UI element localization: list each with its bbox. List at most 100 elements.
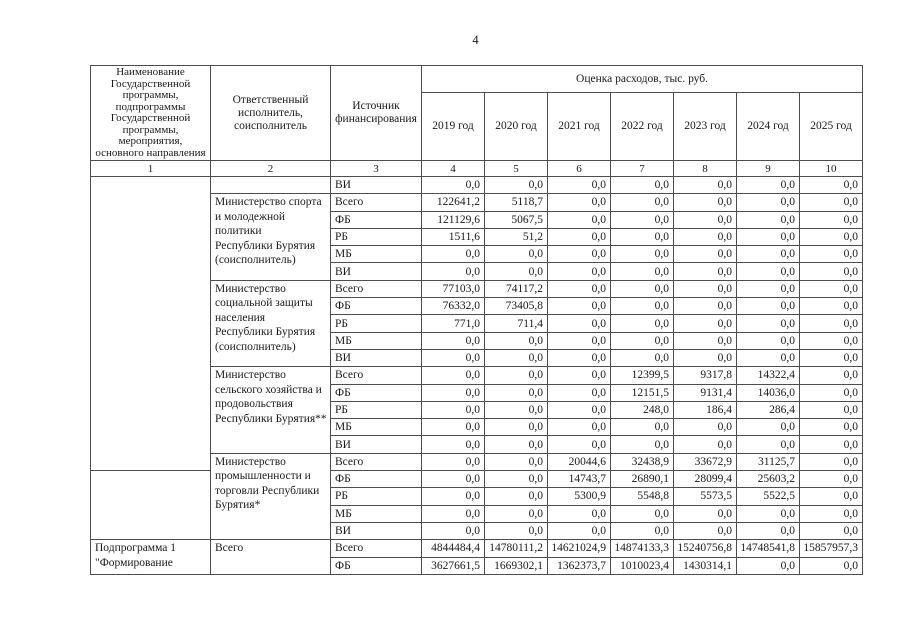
header-program-name: Наименование Государственной программы, … [90,65,211,161]
table-row: ФБ 3627661,5 1669302,1 1362373,7 1010023,4 14… [91,556,864,575]
value-cell: 0,0 [610,262,674,281]
value-cell: 0,0 [547,245,611,264]
value-cell: 0,0 [421,348,485,368]
table-row: ФБ 0,0 0,0 0,0 12151,5 9131,4 14036,0 0,0 [91,383,864,402]
value-cell: 0,0 [610,245,674,264]
value-cell: 0,0 [798,452,864,472]
value-cell: 33672,9 [673,452,737,472]
value-cell: 9131,4 [673,383,737,402]
value-cell: 0,0 [421,245,485,264]
value-cell: 0,0 [610,279,674,299]
program-name-cell [90,470,211,541]
value-cell: 0,0 [610,314,674,333]
column-number-cell: 4 [421,160,485,177]
value-cell: 0,0 [421,175,485,195]
header-executor: Ответственный исполнитель, соисполнитель [210,65,331,161]
value-cell: 0,0 [547,210,611,229]
funding-source-cell: РБ [330,314,422,333]
value-cell: 0,0 [421,470,485,489]
funding-source-cell: МБ [330,245,422,264]
value-cell: 25603,2 [736,470,800,489]
value-cell: 0,0 [547,435,611,454]
table-row: МБ 0,0 0,0 0,0 0,0 0,0 0,0 0,0 [91,331,864,350]
table-row: ФБ 0,0 0,0 14743,7 26890,1 28099,4 25603,2 0,0 [90,470,864,541]
value-cell: 0,0 [673,297,737,316]
value-cell: 0,0 [484,331,548,350]
table-row: Министерство сельского хозяйства и продо… [91,366,864,454]
funding-source-cell: ФБ [330,470,422,489]
value-cell: 0,0 [547,279,611,299]
value-cell: 4844484,4 [421,539,485,558]
value-cell: 15857957,3 [798,539,864,558]
value-cell: 0,0 [736,297,800,316]
header-year-cell: 2021 год [547,92,611,161]
value-cell: 0,0 [547,331,611,350]
value-cell: 0,0 [736,556,800,575]
value-cell: 0,0 [736,418,800,437]
value-cell: 0,0 [798,521,864,541]
value-cell: 0,0 [798,504,864,523]
value-cell: 0,0 [610,227,674,247]
value-cell: 0,0 [798,418,864,437]
value-cell: 0,0 [673,175,737,195]
value-cell: 0,0 [547,504,611,523]
value-cell: 0,0 [421,366,485,385]
value-cell: 3627661,5 [421,556,485,575]
funding-source-cell: ФБ [330,383,422,402]
value-cell: 0,0 [673,279,737,299]
value-cell: 0,0 [421,400,485,420]
value-cell: 5300,9 [547,487,611,506]
value-cell: 0,0 [736,348,800,368]
value-cell: 14780111,2 [484,539,548,558]
value-cell: 0,0 [736,210,800,229]
value-cell: 0,0 [547,521,611,541]
column-number-cell: 5 [484,160,548,177]
value-cell: 0,0 [421,418,485,437]
value-cell: 31125,7 [736,452,800,472]
value-cell: 5522,5 [736,487,800,506]
value-cell: 0,0 [484,366,548,385]
value-cell: 12151,5 [610,383,674,402]
value-cell: 0,0 [736,504,800,523]
executor-cell: Министерство спорта и молодежной политик… [210,193,331,281]
value-cell: 0,0 [610,521,674,541]
table-row: ВИ 0,0 0,0 0,0 0,0 0,0 0,0 0,0 [91,521,864,541]
column-number-cell: 2 [210,160,331,177]
value-cell: 0,0 [610,418,674,437]
table-body: ВИ 0,0 0,0 0,0 0,0 0,0 0,0 0,0 Министерство спор… [90,175,864,575]
value-cell: 0,0 [798,435,864,454]
funding-source-cell: РБ [330,400,422,420]
value-cell: 0,0 [421,487,485,506]
value-cell: 0,0 [798,279,864,299]
value-cell: 0,0 [484,348,548,368]
value-cell: 0,0 [484,487,548,506]
value-cell: 0,0 [484,383,548,402]
value-cell: 0,0 [798,487,864,506]
value-cell: 0,0 [673,210,737,229]
value-cell: 0,0 [736,521,800,541]
funding-source-cell: ВИ [330,348,422,368]
year-header-row: 2019 год 2020 год 2021 год 2022 год 2023 год… [91,92,864,161]
funding-source-cell: ВИ [330,521,422,541]
funding-source-cell: Всего [330,193,422,212]
value-cell: 0,0 [798,227,864,247]
value-cell: 0,0 [798,400,864,420]
value-cell: 12399,5 [610,366,674,385]
value-cell: 14621024,9 [547,539,611,558]
funding-source-cell: МБ [330,504,422,523]
value-cell: 0,0 [673,435,737,454]
value-cell: 0,0 [484,175,548,195]
value-cell: 0,0 [610,435,674,454]
page-number: 4 [472,33,479,47]
value-cell: 0,0 [673,331,737,350]
value-cell: 0,0 [610,331,674,350]
value-cell: 286,4 [736,400,800,420]
value-cell: 0,0 [673,418,737,437]
table-row: Министерство спорта и молодежной политик… [91,193,864,281]
budget-table: Наименование Государственной программы, … [90,65,864,575]
funding-source-cell: МБ [330,418,422,437]
value-cell: 0,0 [421,504,485,523]
column-number-cell: 10 [798,160,864,177]
table-row: Министерство социальной защиты населения… [91,279,864,368]
value-cell: 0,0 [547,227,611,247]
